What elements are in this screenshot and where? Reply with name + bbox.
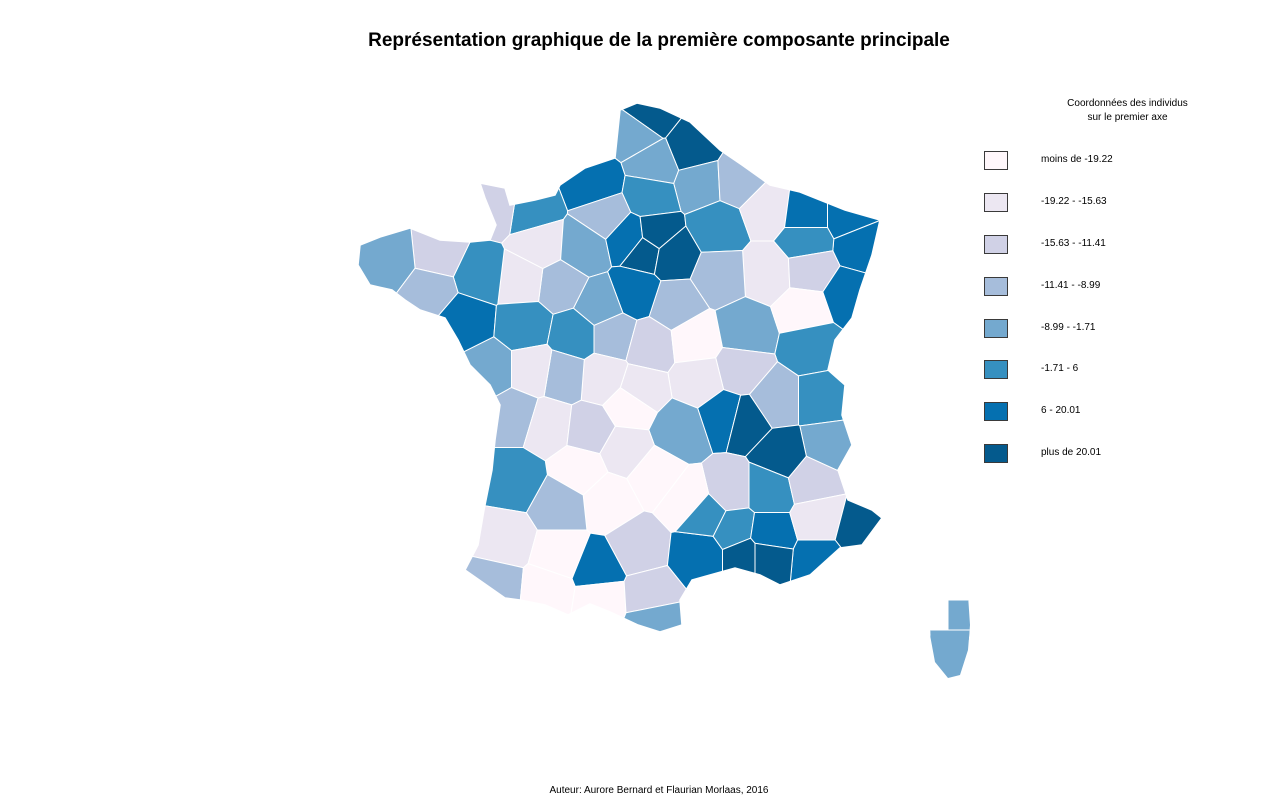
department-region [754,542,794,651]
legend-swatch [984,235,1008,254]
department-region [665,103,765,171]
legend-swatch [984,444,1008,463]
legend-item: -11.41 - -8.99 [984,277,1204,298]
legend-swatch [984,193,1008,212]
legend-title: Coordonnées des individus sur le premier… [1040,97,1215,125]
legend-item: 6 - 20.01 [984,402,1204,423]
legend-title-line1: Coordonnées des individus [1067,98,1188,109]
legend-item: -19.22 - -15.63 [984,193,1204,214]
legend-swatch [984,277,1008,296]
department-region [509,108,569,236]
legend-swatch [984,402,1008,421]
department-region [674,492,727,537]
legend-label: -19.22 - -15.63 [1041,196,1107,207]
legend-item: -1.71 - 6 [984,360,1204,381]
department-regions [358,103,970,678]
department-region [358,336,512,463]
department-region [827,103,901,240]
department-region [783,539,901,651]
legend-label: plus de 20.01 [1041,447,1102,458]
legend-label: moins de -19.22 [1041,154,1113,165]
legend-label: -8.99 - -1.71 [1041,322,1096,333]
legend-label: -11.41 - -8.99 [1041,280,1101,291]
author-credit: Auteur: Aurore Bernard et Flaurian Morla… [549,785,769,796]
department-region-corsica [929,629,970,678]
legend-label: 6 - 20.01 [1041,405,1081,416]
legend-swatch [984,319,1008,338]
legend-label: -15.63 - -11.41 [1041,238,1106,249]
department-region [370,103,530,244]
department-region [515,563,576,651]
legend-item: -8.99 - -1.71 [984,319,1204,340]
legend-item: -15.63 - -11.41 [984,235,1204,256]
legend-item: plus de 20.01 [984,444,1204,465]
legend-swatch [984,151,1008,170]
department-region [401,386,539,448]
map-title: Représentation graphique de la première … [368,30,950,51]
legend-label: -1.71 - 6 [1041,363,1079,374]
department-region [358,447,548,514]
department-region [722,537,756,651]
legend-swatch [984,360,1008,379]
legend-item: moins de -19.22 [984,151,1204,172]
department-region [774,321,887,377]
legend-title-line2: sur le premier axe [1087,112,1168,123]
department-region [358,267,459,421]
department-region [822,265,901,365]
france-outline [357,102,884,633]
department-region [524,103,626,212]
department-region [783,103,828,228]
